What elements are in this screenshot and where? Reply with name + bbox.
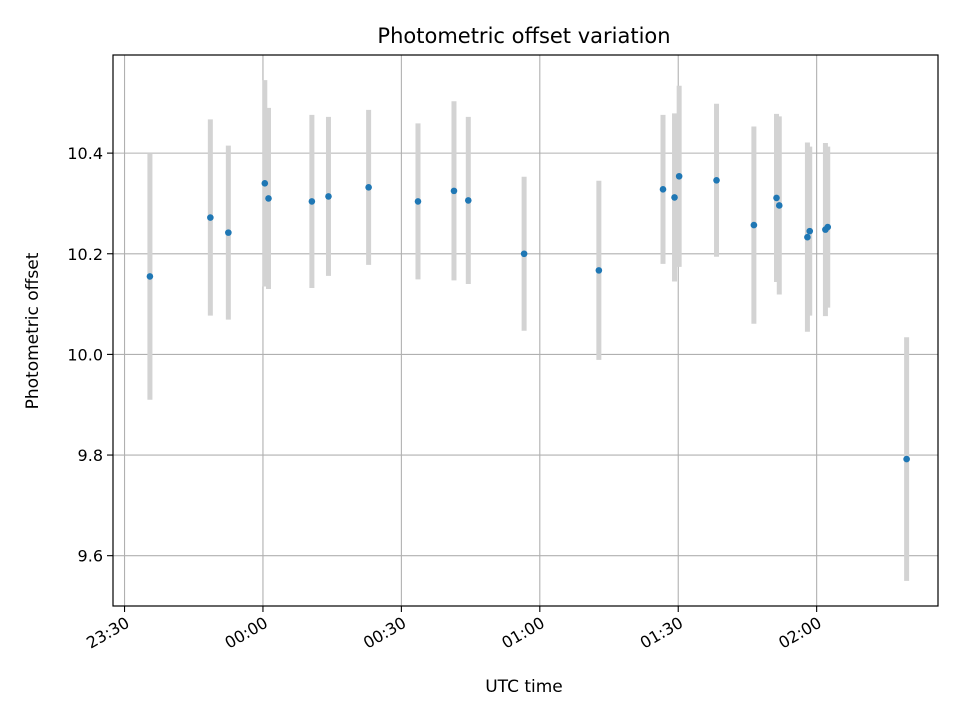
y-tick-label: 9.6: [78, 547, 103, 566]
data-point: [365, 184, 372, 191]
data-point: [903, 455, 910, 463]
chart-title: Photometric offset variation: [377, 24, 670, 48]
data-point: [659, 186, 667, 193]
data-points: [146, 172, 910, 463]
y-axis-ticks: 9.6 9.8 10.0 10.2 10.4: [67, 144, 113, 566]
data-point: [675, 172, 683, 180]
y-tick-label: 9.8: [78, 446, 103, 465]
data-point: [671, 194, 678, 201]
data-point: [308, 198, 316, 205]
data-point: [713, 176, 720, 184]
data-point: [146, 273, 154, 280]
data-point: [325, 193, 332, 200]
data-point: [414, 198, 422, 205]
x-axis-label: UTC time: [485, 677, 563, 697]
y-tick-label: 10.0: [67, 345, 103, 364]
y-tick-label: 10.2: [67, 245, 103, 264]
data-point: [464, 197, 472, 204]
data-point: [207, 214, 214, 221]
data-point: [261, 180, 269, 187]
data-point: [265, 195, 272, 202]
data-point: [450, 187, 458, 195]
data-point: [595, 267, 603, 274]
data-point: [750, 221, 758, 229]
data-point: [773, 194, 780, 202]
data-point: [824, 223, 832, 231]
plot-frame: [112, 54, 939, 607]
y-axis-label: Photometric offset: [23, 252, 43, 409]
data-point: [225, 229, 232, 236]
data-point: [520, 250, 528, 258]
data-point: [775, 202, 783, 209]
data-point: [804, 233, 811, 241]
data-point: [806, 227, 814, 235]
y-tick-label: 10.4: [67, 144, 103, 163]
